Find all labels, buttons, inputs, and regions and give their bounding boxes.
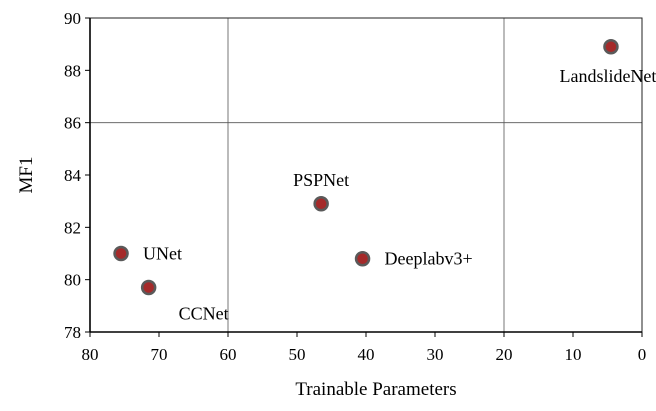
x-tick-label: 60	[220, 345, 237, 364]
x-tick-label: 10	[565, 345, 582, 364]
y-axis-label: MF1	[16, 157, 37, 194]
y-tick-label: 82	[64, 218, 81, 237]
data-point-ccnet	[140, 279, 157, 296]
x-tick-labels: 80 70 60 50 40 30 20 10 0	[82, 332, 647, 364]
y-tick-label: 80	[64, 271, 81, 290]
data-point-pspnet	[313, 196, 329, 212]
data-point-label: Deeplabv3+	[385, 249, 473, 269]
data-point-deeplabv3-	[354, 250, 371, 267]
data-point-label: LandslideNet	[559, 66, 656, 86]
y-tick-label: 90	[64, 9, 81, 28]
y-tick-label: 86	[64, 114, 81, 133]
x-tick-label: 30	[427, 345, 444, 364]
y-tick-label: 78	[64, 323, 81, 342]
x-tick-label: 80	[82, 345, 99, 364]
data-points: UNet CCNet PSPNet Deeplabv3+ LandslideNet	[113, 39, 656, 324]
y-tick-label: 84	[64, 166, 82, 185]
x-tick-label: 50	[289, 345, 306, 364]
data-point-label: CCNet	[179, 304, 229, 324]
x-axis-label: Trainable Parameters	[295, 379, 456, 400]
y-tick-label: 88	[64, 61, 81, 80]
x-tick-label: 0	[638, 345, 647, 364]
x-tick-label: 70	[151, 345, 168, 364]
data-point-label: UNet	[143, 244, 182, 264]
data-point-label: PSPNet	[293, 170, 349, 190]
x-tick-label: 40	[358, 345, 375, 364]
x-tick-label: 20	[496, 345, 513, 364]
grid-lines	[90, 18, 642, 332]
data-point-unet	[113, 245, 129, 262]
y-tick-labels: 78 80 82 84 86 88 90	[64, 9, 90, 342]
data-point-landslidenet	[603, 39, 619, 55]
